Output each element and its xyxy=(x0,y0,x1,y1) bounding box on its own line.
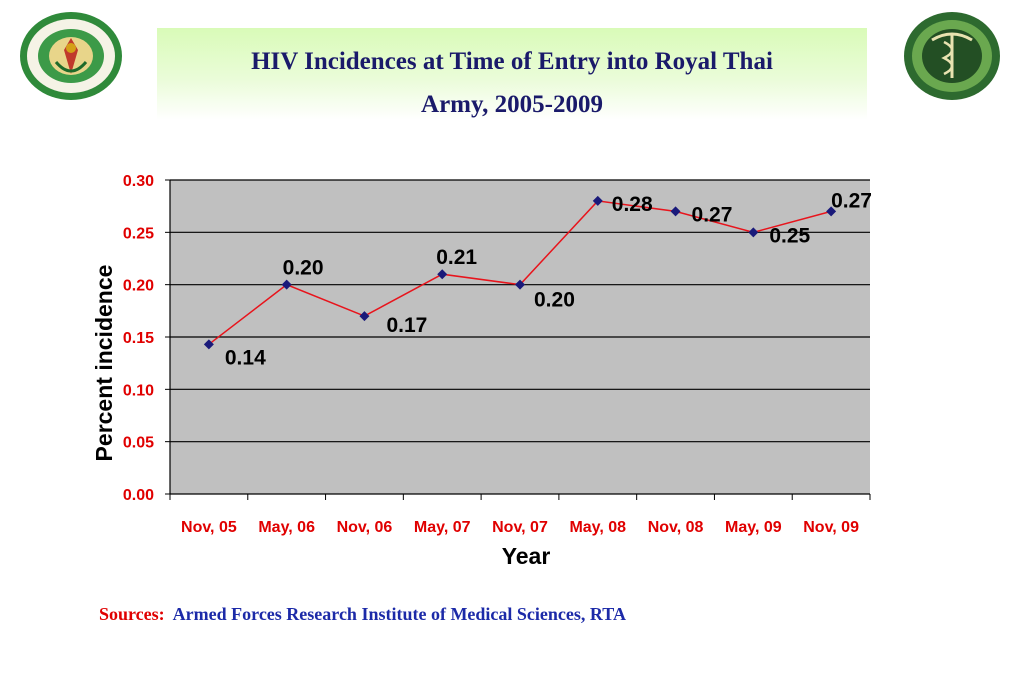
data-point xyxy=(826,206,837,217)
chart-title-line-2: Army, 2005-2009 xyxy=(421,91,603,118)
data-label: 0.21 xyxy=(436,246,477,269)
data-point xyxy=(592,195,603,206)
y-tick-label: 0.25 xyxy=(123,225,154,242)
y-tick-label: 0.30 xyxy=(123,173,154,190)
y-tick-label: 0.10 xyxy=(123,382,154,399)
sources-label: Sources: xyxy=(99,604,165,624)
data-label: 0.25 xyxy=(769,224,810,247)
x-tick-label: Nov, 07 xyxy=(492,519,548,536)
data-point xyxy=(748,227,759,238)
data-point xyxy=(281,279,292,290)
data-point xyxy=(437,269,448,280)
x-tick-label: Nov, 06 xyxy=(337,519,393,536)
y-tick-label: 0.05 xyxy=(123,435,154,452)
x-axis-title: Year xyxy=(502,543,551,569)
x-tick-label: Nov, 08 xyxy=(648,519,704,536)
ministry-of-public-health-seal-icon xyxy=(904,12,1000,100)
sources-text: Armed Forces Research Institute of Medic… xyxy=(172,604,626,624)
data-label: 0.14 xyxy=(225,346,266,369)
chart-title: HIV Incidences at Time of Entry into Roy… xyxy=(157,40,867,126)
data-label: 0.17 xyxy=(386,314,427,337)
y-axis-title: Percent incidence xyxy=(91,265,117,462)
data-label: 0.20 xyxy=(283,257,324,280)
chart-title-line-1: HIV Incidences at Time of Entry into Roy… xyxy=(251,48,773,75)
x-tick-label: May, 07 xyxy=(414,519,471,536)
y-tick-label: 0.00 xyxy=(123,487,154,504)
data-label: 0.27 xyxy=(692,203,733,226)
y-tick-label: 0.15 xyxy=(123,330,154,347)
data-point xyxy=(203,339,214,350)
data-point xyxy=(670,206,681,217)
data-label: 0.27 xyxy=(831,189,872,212)
x-tick-label: May, 09 xyxy=(725,519,782,536)
x-tick-label: May, 08 xyxy=(569,519,626,536)
x-tick-label: May, 06 xyxy=(258,519,315,536)
y-tick-label: 0.20 xyxy=(123,278,154,295)
data-label: 0.20 xyxy=(534,289,575,312)
x-tick-label: Nov, 05 xyxy=(181,519,237,536)
data-point xyxy=(515,279,525,290)
title-banner: HIV Incidences at Time of Entry into Roy… xyxy=(157,28,867,120)
data-label: 0.28 xyxy=(612,193,653,216)
x-tick-label: Nov, 09 xyxy=(803,519,859,536)
royal-thai-army-medical-research-seal-icon xyxy=(20,12,122,100)
data-point xyxy=(359,311,370,322)
sources-line: Sources: Armed Forces Research Institute … xyxy=(99,604,626,625)
